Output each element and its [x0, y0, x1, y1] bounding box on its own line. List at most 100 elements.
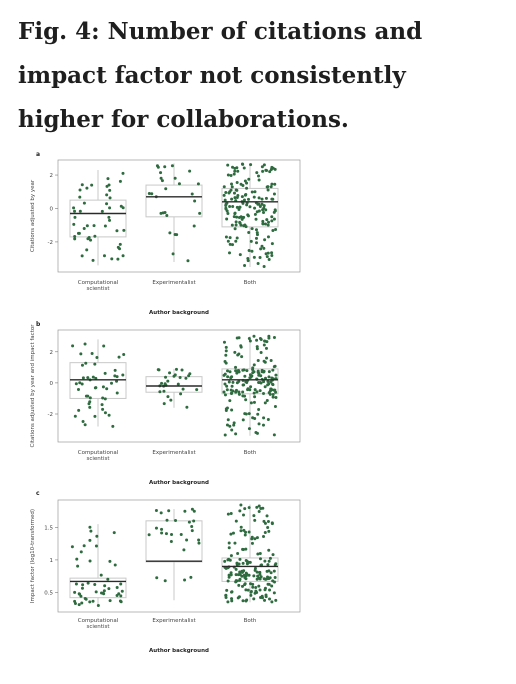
data-point: [258, 557, 262, 561]
data-point: [247, 337, 251, 341]
data-point: [264, 376, 268, 380]
data-point: [230, 384, 234, 388]
data-point: [75, 557, 79, 561]
data-point: [226, 418, 230, 422]
data-point: [266, 526, 270, 530]
x-tick-label: Both: [244, 450, 257, 456]
data-point: [237, 208, 241, 212]
data-point: [223, 372, 227, 376]
data-point: [257, 407, 261, 411]
data-point: [190, 529, 194, 533]
panel-letter: c: [36, 490, 40, 497]
data-point: [234, 388, 238, 392]
data-point: [176, 382, 180, 386]
data-point: [270, 584, 274, 588]
data-point: [116, 257, 120, 261]
data-point: [249, 401, 253, 405]
data-point: [251, 585, 255, 589]
data-point: [245, 559, 249, 563]
data-point: [168, 231, 172, 235]
data-point: [229, 571, 233, 575]
data-point: [229, 188, 233, 192]
data-point: [166, 395, 170, 399]
data-point: [231, 243, 235, 247]
data-point: [244, 530, 248, 534]
data-point: [266, 563, 270, 567]
data-point: [118, 599, 122, 603]
data-point: [72, 222, 76, 226]
data-point: [267, 220, 271, 224]
data-point: [243, 507, 247, 511]
data-point: [236, 551, 240, 555]
data-point: [253, 190, 257, 194]
data-point: [270, 219, 274, 223]
data-point: [159, 176, 163, 180]
data-point: [247, 249, 251, 253]
data-point: [77, 408, 81, 412]
data-point: [94, 590, 98, 594]
data-point: [73, 234, 77, 238]
iqr-box: [221, 557, 279, 582]
data-point: [224, 235, 228, 239]
data-point: [239, 525, 243, 529]
data-point: [162, 389, 166, 393]
data-point: [258, 588, 262, 592]
data-point: [270, 182, 274, 186]
data-point: [269, 571, 273, 575]
data-point: [230, 391, 234, 395]
data-point: [272, 433, 276, 437]
data-point: [95, 355, 99, 359]
data-point: [247, 427, 251, 431]
data-point: [105, 193, 109, 197]
data-point: [226, 212, 230, 216]
data-point: [242, 383, 246, 387]
data-point: [81, 420, 85, 424]
data-point: [247, 230, 251, 234]
data-point: [167, 509, 171, 513]
data-point: [169, 539, 173, 543]
data-point: [150, 192, 154, 196]
data-point: [245, 598, 249, 602]
data-point: [96, 603, 100, 607]
data-point: [241, 162, 245, 166]
data-point: [237, 583, 241, 587]
data-point: [258, 337, 262, 341]
data-point: [271, 395, 275, 399]
data-point: [236, 169, 240, 173]
data-point: [107, 413, 111, 417]
data-point: [244, 193, 248, 197]
data-point: [271, 393, 275, 397]
data-point: [250, 249, 254, 253]
data-point: [246, 197, 250, 201]
data-point: [255, 536, 259, 540]
data-point: [234, 579, 238, 583]
data-point: [257, 373, 261, 377]
data-point: [226, 173, 230, 177]
data-point: [235, 236, 239, 240]
data-point: [235, 205, 239, 209]
data-point: [244, 225, 248, 229]
y-tick-label: 2: [50, 173, 54, 179]
data-point: [88, 400, 92, 404]
data-point: [188, 372, 192, 376]
data-point: [156, 165, 160, 169]
box-0: [69, 339, 127, 428]
data-point: [242, 198, 246, 202]
data-point: [253, 388, 257, 392]
data-point: [196, 182, 200, 186]
data-point: [83, 342, 87, 346]
x-tick-label: Computational scientist: [78, 280, 119, 292]
data-point: [264, 208, 268, 212]
data-point: [163, 382, 167, 386]
data-point: [116, 245, 120, 249]
data-point: [243, 394, 247, 398]
data-point: [87, 235, 91, 239]
data-point: [255, 171, 259, 175]
data-point: [225, 217, 229, 221]
data-point: [250, 541, 254, 545]
data-point: [234, 573, 238, 577]
data-point: [234, 365, 238, 369]
data-point: [232, 423, 236, 427]
data-point: [100, 403, 104, 407]
data-point: [158, 390, 162, 394]
